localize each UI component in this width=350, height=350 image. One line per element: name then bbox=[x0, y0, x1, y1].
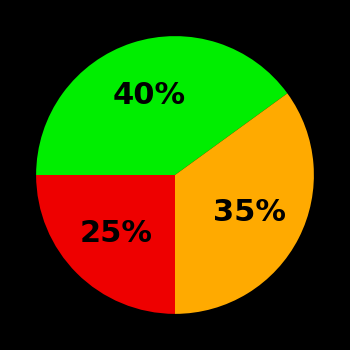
Wedge shape bbox=[36, 36, 287, 175]
Text: 25%: 25% bbox=[79, 219, 153, 248]
Text: 35%: 35% bbox=[213, 198, 286, 228]
Text: 40%: 40% bbox=[113, 81, 186, 110]
Wedge shape bbox=[36, 175, 175, 314]
Wedge shape bbox=[175, 93, 314, 314]
